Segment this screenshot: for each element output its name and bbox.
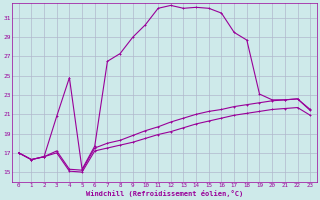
- X-axis label: Windchill (Refroidissement éolien,°C): Windchill (Refroidissement éolien,°C): [86, 190, 243, 197]
